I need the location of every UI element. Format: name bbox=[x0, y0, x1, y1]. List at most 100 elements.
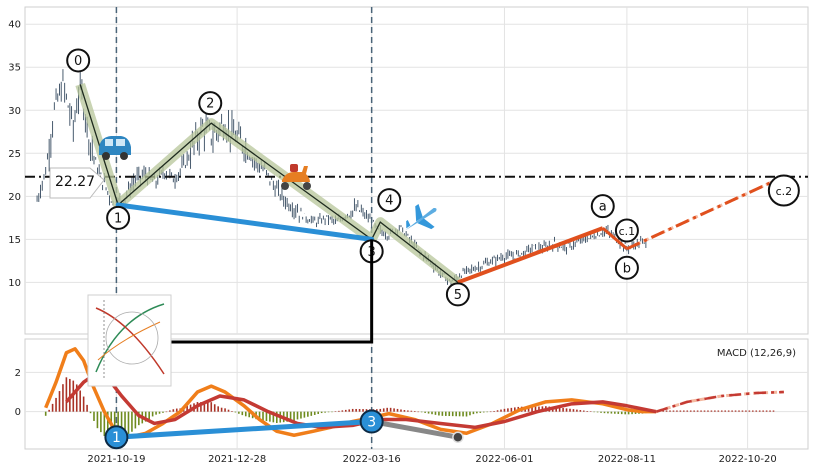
macd-bar bbox=[565, 408, 568, 412]
macd-bar bbox=[696, 410, 699, 412]
macd-bar bbox=[758, 410, 761, 412]
macd-bar bbox=[344, 409, 347, 412]
wave-label-circle bbox=[614, 255, 639, 280]
macd-bar bbox=[731, 410, 733, 412]
macd-bar bbox=[527, 406, 530, 412]
macd-bar bbox=[62, 384, 64, 412]
price-y-axis: 10 15 20 25 30 35 40 bbox=[8, 20, 21, 289]
macd-bar bbox=[686, 410, 689, 412]
macd-bar bbox=[393, 408, 395, 412]
level-price-label: 22.27 bbox=[55, 174, 95, 190]
macd-bar bbox=[472, 411, 475, 415]
macd-bar bbox=[413, 410, 416, 412]
macd-bar bbox=[614, 411, 616, 414]
macd-bar bbox=[469, 411, 471, 416]
macd-bar bbox=[210, 402, 213, 412]
macd-pivot-dot bbox=[452, 431, 464, 443]
macd-bar bbox=[334, 411, 337, 412]
macd-bar bbox=[258, 411, 261, 421]
macd-bar bbox=[465, 411, 468, 417]
macd-bar bbox=[217, 406, 219, 412]
x-tick-label: 2022-06-01 bbox=[475, 454, 533, 465]
macd-bar bbox=[175, 408, 178, 412]
macd-bar bbox=[224, 408, 226, 412]
macd-bar bbox=[272, 411, 275, 423]
macd-bar bbox=[772, 410, 775, 412]
macd-bar bbox=[362, 409, 364, 412]
macd-bar bbox=[269, 411, 271, 422]
macd-bar bbox=[445, 411, 447, 416]
macd-bar bbox=[55, 397, 57, 412]
projection-a bbox=[457, 226, 604, 285]
macd-bar bbox=[769, 410, 771, 412]
macd-bar bbox=[748, 410, 751, 412]
macd-bar bbox=[89, 411, 92, 414]
macd-bar bbox=[396, 408, 399, 412]
macd-bar bbox=[610, 411, 613, 414]
wave-label-circle bbox=[66, 48, 91, 73]
macd-bar bbox=[79, 390, 81, 412]
macd-projection-line bbox=[655, 390, 784, 413]
macd-bar bbox=[307, 411, 309, 417]
macd-bar bbox=[448, 411, 451, 417]
macd-bar bbox=[486, 411, 489, 413]
macd-bar bbox=[458, 411, 461, 417]
macd-bar bbox=[672, 410, 675, 412]
macd-bar bbox=[358, 409, 361, 412]
wave-label-circle bbox=[445, 282, 470, 307]
x-tick-label: 2021-12-28 bbox=[208, 454, 266, 465]
macd-bar bbox=[600, 411, 602, 413]
macd-bar bbox=[148, 411, 150, 420]
macd-bar bbox=[427, 411, 430, 414]
macd-bar bbox=[762, 410, 764, 412]
macd-bar bbox=[503, 408, 506, 412]
macd-bar bbox=[582, 410, 585, 412]
price-tick-label: 15 bbox=[8, 235, 21, 246]
macd-bar bbox=[720, 410, 723, 412]
macd-bar bbox=[510, 407, 513, 412]
macd-bar bbox=[324, 411, 326, 413]
wave-label: c.1 bbox=[619, 225, 636, 238]
macd-bar bbox=[296, 411, 299, 420]
projection-path bbox=[457, 175, 785, 285]
macd-bar bbox=[207, 402, 209, 412]
macd-bar bbox=[441, 411, 444, 416]
macd-bar bbox=[310, 411, 313, 416]
macd-bar bbox=[289, 411, 292, 422]
wave-label: b bbox=[623, 261, 631, 276]
macd-bar bbox=[607, 411, 609, 414]
macd-bar bbox=[276, 411, 278, 424]
macd-bar bbox=[389, 407, 392, 412]
macd-bar bbox=[303, 411, 306, 418]
macd-bar bbox=[707, 410, 709, 412]
macd-bar bbox=[317, 411, 319, 414]
macd-bar bbox=[86, 404, 88, 412]
macd-bar bbox=[331, 411, 333, 413]
macd-lines bbox=[44, 347, 657, 439]
macd-bar bbox=[96, 411, 99, 429]
macd-bar bbox=[572, 409, 575, 412]
x-tick-label: 2022-08-11 bbox=[598, 454, 656, 465]
macd-bar bbox=[75, 384, 78, 412]
macd-bar bbox=[200, 402, 202, 412]
macd-bar bbox=[151, 411, 154, 417]
car-icon bbox=[99, 136, 131, 160]
wave-label: c.2 bbox=[776, 185, 793, 198]
macd-bar bbox=[155, 411, 157, 415]
x-tick-label: 2022-03-16 bbox=[343, 454, 401, 465]
wave-label-circle bbox=[106, 205, 131, 230]
macd-bar bbox=[407, 410, 409, 412]
macd-bar bbox=[386, 407, 388, 412]
macd-bar bbox=[724, 410, 727, 412]
macd-bar bbox=[555, 407, 557, 412]
blue-trendline bbox=[115, 202, 375, 242]
macd-bar bbox=[44, 411, 47, 416]
wave-label-circle bbox=[377, 188, 402, 213]
macd-bar bbox=[355, 408, 357, 412]
macd-tick-label: 0 bbox=[15, 407, 21, 418]
price-tick-label: 10 bbox=[8, 278, 21, 289]
scooter-icon bbox=[281, 164, 311, 190]
macd-bar bbox=[727, 410, 730, 412]
airplane-icon bbox=[405, 203, 437, 231]
macd-bar bbox=[120, 411, 123, 439]
